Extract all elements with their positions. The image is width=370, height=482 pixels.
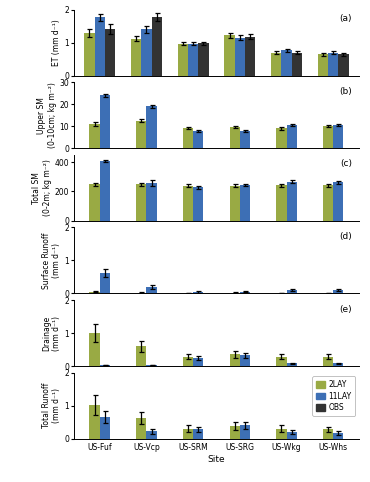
Bar (338, 54, 349, 76)
Bar (193, 131, 204, 148)
Text: (d): (d) (339, 232, 352, 241)
Bar (100, 273, 110, 294)
Bar (147, 365, 157, 366)
Text: (f): (f) (342, 377, 352, 386)
Bar (100, 161, 110, 221)
Bar (276, 128, 286, 148)
Bar (271, 53, 281, 76)
Bar (183, 357, 193, 366)
Bar (147, 431, 157, 439)
Bar (178, 44, 188, 76)
Bar (136, 293, 147, 294)
Bar (323, 126, 333, 148)
Bar (276, 428, 286, 439)
Bar (193, 187, 204, 221)
Bar (333, 290, 343, 294)
Bar (333, 433, 343, 439)
Bar (84, 33, 95, 76)
Bar (193, 292, 204, 294)
Bar (286, 432, 297, 439)
Bar (147, 183, 157, 221)
Bar (152, 17, 162, 76)
Legend: 2LAY, 11LAY, OBS: 2LAY, 11LAY, OBS (312, 376, 355, 415)
Text: (a): (a) (339, 14, 352, 23)
Bar (323, 357, 333, 366)
Bar (328, 53, 338, 76)
Bar (240, 426, 250, 439)
Bar (90, 333, 100, 366)
Bar (193, 429, 204, 439)
Bar (333, 182, 343, 221)
Y-axis label: Upper SM
(0-10cm; kg m⁻²): Upper SM (0-10cm; kg m⁻²) (37, 82, 57, 148)
Bar (240, 185, 250, 221)
Bar (235, 38, 245, 76)
Bar (229, 354, 240, 366)
Bar (105, 29, 115, 76)
Bar (95, 17, 105, 76)
Bar (90, 405, 100, 439)
Y-axis label: Drainage
(mm d⁻¹): Drainage (mm d⁻¹) (42, 315, 61, 350)
Bar (90, 185, 100, 221)
Y-axis label: Total Runoff
(mm d⁻¹): Total Runoff (mm d⁻¹) (42, 383, 61, 428)
Bar (276, 186, 286, 221)
Bar (281, 50, 292, 76)
Bar (240, 292, 250, 294)
Text: (e): (e) (339, 305, 352, 314)
Bar (100, 365, 110, 366)
Bar (333, 363, 343, 366)
Bar (229, 127, 240, 148)
Bar (323, 186, 333, 221)
Bar (229, 186, 240, 221)
Y-axis label: ET (mm d⁻¹): ET (mm d⁻¹) (53, 19, 61, 66)
Bar (136, 185, 147, 221)
Bar (193, 358, 204, 366)
Bar (183, 128, 193, 148)
Bar (276, 357, 286, 366)
Bar (100, 417, 110, 439)
Text: (b): (b) (339, 87, 352, 96)
Bar (229, 426, 240, 439)
X-axis label: Site: Site (208, 455, 225, 464)
Bar (286, 125, 297, 148)
Bar (286, 363, 297, 366)
Bar (147, 107, 157, 148)
Bar (333, 125, 343, 148)
Bar (136, 346, 147, 366)
Bar (131, 39, 141, 76)
Text: (c): (c) (340, 160, 352, 168)
Bar (183, 428, 193, 439)
Bar (292, 53, 302, 76)
Bar (224, 35, 235, 76)
Bar (136, 418, 147, 439)
Bar (188, 44, 198, 76)
Bar (147, 287, 157, 294)
Y-axis label: Total SM
(0-2m; kg m⁻²): Total SM (0-2m; kg m⁻²) (32, 160, 52, 216)
Bar (240, 355, 250, 366)
Bar (286, 182, 297, 221)
Bar (141, 29, 152, 76)
Bar (198, 43, 209, 76)
Bar (245, 37, 255, 76)
Bar (240, 131, 250, 148)
Bar (90, 124, 100, 148)
Bar (323, 429, 333, 439)
Bar (136, 120, 147, 148)
Bar (183, 186, 193, 221)
Y-axis label: Surface Runoff
(mm d⁻¹): Surface Runoff (mm d⁻¹) (42, 232, 61, 289)
Bar (318, 54, 328, 76)
Bar (90, 292, 100, 294)
Bar (100, 95, 110, 148)
Bar (229, 293, 240, 294)
Bar (286, 290, 297, 294)
